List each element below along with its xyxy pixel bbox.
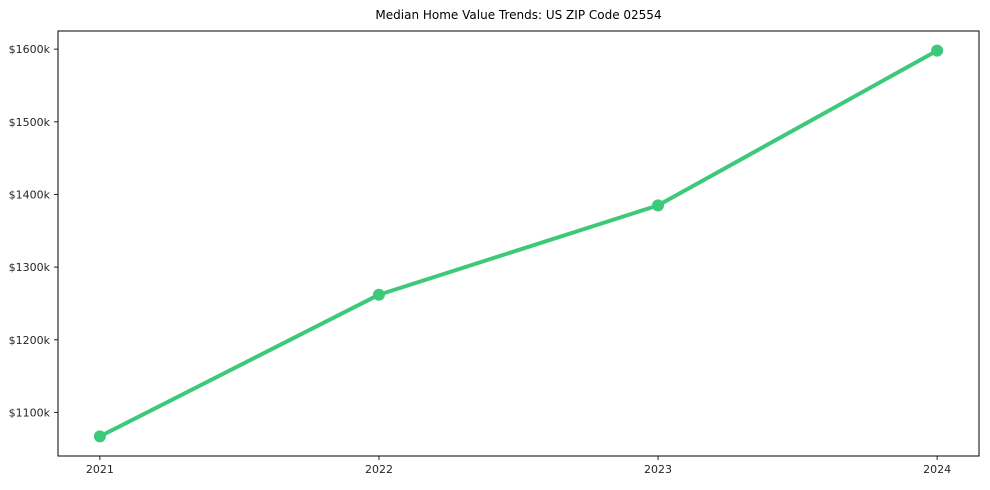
y-tick-label: $1200k — [9, 334, 51, 347]
y-tick-label: $1400k — [9, 188, 51, 201]
y-tick-label: $1100k — [9, 406, 51, 419]
x-tick-label: 2024 — [923, 463, 951, 476]
chart-title: Median Home Value Trends: US ZIP Code 02… — [375, 8, 662, 22]
data-point-2023 — [652, 199, 665, 212]
x-tick-label: 2021 — [86, 463, 114, 476]
y-tick-label: $1500k — [9, 116, 51, 129]
data-point-2024 — [931, 44, 944, 57]
axes-border — [57, 30, 980, 457]
data-point-2022 — [372, 288, 385, 301]
trend-line — [97, 48, 940, 439]
y-tick-label: $1300k — [9, 261, 51, 274]
y-tick-label: $1600k — [9, 43, 51, 56]
x-tick-label: 2023 — [644, 463, 672, 476]
data-point-2021 — [93, 430, 106, 443]
x-tick-label: 2022 — [365, 463, 393, 476]
